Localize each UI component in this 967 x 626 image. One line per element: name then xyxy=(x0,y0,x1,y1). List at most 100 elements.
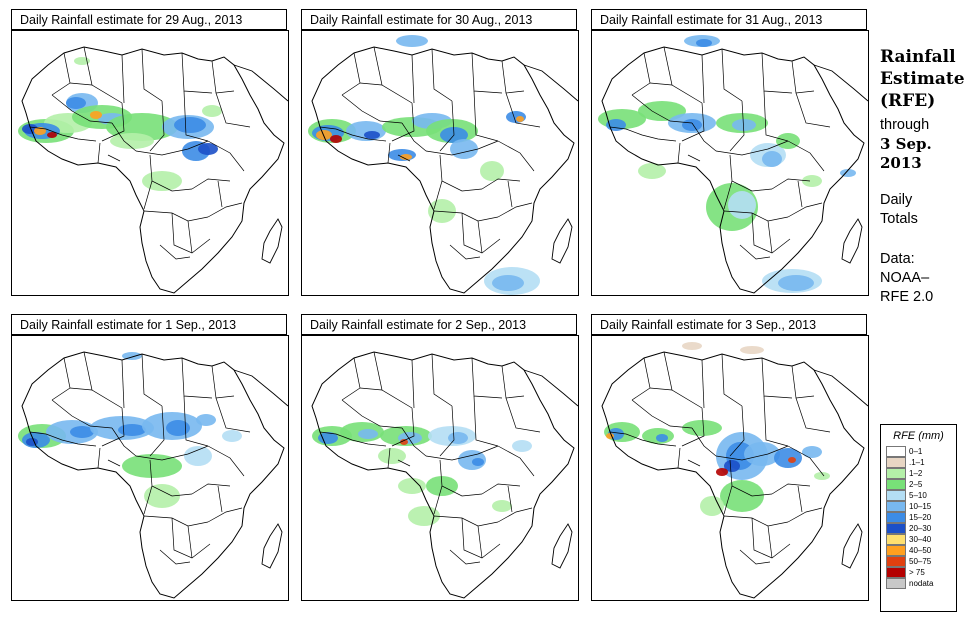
legend-label: > 75 xyxy=(909,568,925,577)
title-line-1: Rainfall xyxy=(880,47,956,67)
rainfall-patch xyxy=(22,124,38,134)
rainfall-patch xyxy=(606,119,626,131)
legend-rows: 0–1 .1–1 1–2 2–5 5–10 10–15 15–20 20–30 30–40 40–… xyxy=(881,446,956,589)
country-border xyxy=(391,407,415,447)
country-border xyxy=(497,202,533,218)
legend-swatch xyxy=(886,578,906,589)
country-border xyxy=(143,515,209,527)
country-border xyxy=(449,244,481,260)
country-border xyxy=(207,507,243,523)
legend-item: .1–1 xyxy=(886,457,956,468)
country-border xyxy=(51,399,113,429)
madagascar xyxy=(261,523,283,569)
coastline xyxy=(311,351,575,599)
coastline xyxy=(21,46,285,294)
rainfall-patch xyxy=(346,121,386,141)
rainfall-patch xyxy=(778,275,814,291)
country-border xyxy=(729,459,773,497)
arabian-coast xyxy=(813,369,868,407)
country-border xyxy=(183,90,209,142)
country-border xyxy=(681,407,705,447)
country-border xyxy=(387,142,391,164)
country-border xyxy=(191,178,231,190)
rainfall-patch xyxy=(744,442,780,466)
country-border xyxy=(433,210,499,222)
country-border xyxy=(51,94,113,124)
country-border xyxy=(751,517,791,559)
panel-title: Daily Rainfall estimate for 29 Aug., 201… xyxy=(11,9,287,30)
panel-title: Daily Rainfall estimate for 31 Aug., 201… xyxy=(591,9,867,30)
country-border xyxy=(401,122,427,152)
rainfall-patch xyxy=(398,478,426,494)
country-border xyxy=(767,525,773,559)
legend-swatch xyxy=(886,501,906,512)
country-border xyxy=(107,459,121,467)
country-border xyxy=(143,210,209,222)
country-border xyxy=(795,92,831,128)
source-line-1: NOAA– xyxy=(880,270,930,286)
sidebar-title: Rainfall Estimate (RFE) xyxy=(880,46,965,112)
country-border xyxy=(729,100,745,152)
rainfall-patch xyxy=(740,346,764,354)
country-border xyxy=(207,140,245,172)
legend-label: 30–40 xyxy=(909,535,932,544)
rainfall-patch xyxy=(396,35,428,47)
rainfall-patch xyxy=(198,143,218,155)
country-border xyxy=(149,100,165,152)
rainfall-patch xyxy=(762,151,782,167)
country-border xyxy=(763,395,789,447)
country-border xyxy=(687,459,701,467)
rainfall-patch xyxy=(378,448,406,464)
country-border xyxy=(729,405,745,457)
legend-title: RFE (mm) xyxy=(893,430,944,442)
rainfall-patch xyxy=(144,484,180,508)
rainfall-patch xyxy=(480,161,504,181)
coastline xyxy=(21,351,285,599)
rainfall-patch xyxy=(330,135,342,143)
legend-item: 2–5 xyxy=(886,479,956,490)
country-border xyxy=(461,212,501,254)
country-border xyxy=(135,445,209,461)
country-border xyxy=(751,212,791,254)
map-frame xyxy=(591,30,869,296)
country-border xyxy=(787,140,825,172)
country-border xyxy=(411,54,415,104)
legend-item: nodata xyxy=(886,578,956,589)
country-border xyxy=(721,48,743,102)
arabian-coast xyxy=(523,64,578,102)
rainfall-layer xyxy=(604,342,830,516)
africa-rainfall-map xyxy=(601,342,868,599)
country-border xyxy=(787,445,825,477)
country-border xyxy=(723,515,789,527)
rainfall-patch xyxy=(656,434,668,442)
map-panel-2-sep: Daily Rainfall estimate for 2 Sep., 2013 xyxy=(301,314,579,601)
rainfall-patch xyxy=(142,171,182,191)
country-border xyxy=(631,399,693,429)
legend-label: 5–10 xyxy=(909,491,927,500)
country-border xyxy=(171,212,211,254)
country-border xyxy=(715,445,789,461)
country-border xyxy=(183,395,209,447)
country-border xyxy=(425,445,499,461)
rainfall-patch xyxy=(682,342,702,350)
country-border xyxy=(631,94,693,124)
legend-swatch xyxy=(886,523,906,534)
rainfall-patch xyxy=(814,472,830,480)
arabian-coast xyxy=(523,369,578,407)
legend-item: 50–75 xyxy=(886,556,956,567)
country-border xyxy=(215,397,251,433)
country-border xyxy=(473,395,499,447)
country-border xyxy=(723,485,733,515)
legend-item: 5–10 xyxy=(886,490,956,501)
legend-label: 10–15 xyxy=(909,502,932,511)
madagascar xyxy=(551,523,573,569)
country-border xyxy=(677,447,681,469)
legend-label: .1–1 xyxy=(909,458,925,467)
country-border xyxy=(787,507,823,523)
rainfall-patch xyxy=(512,440,532,452)
rainfall-patch xyxy=(364,131,380,139)
country-border xyxy=(771,483,811,495)
legend-swatch xyxy=(886,479,906,490)
data-label: Data: xyxy=(880,251,915,267)
africa-rainfall-map xyxy=(18,46,288,294)
